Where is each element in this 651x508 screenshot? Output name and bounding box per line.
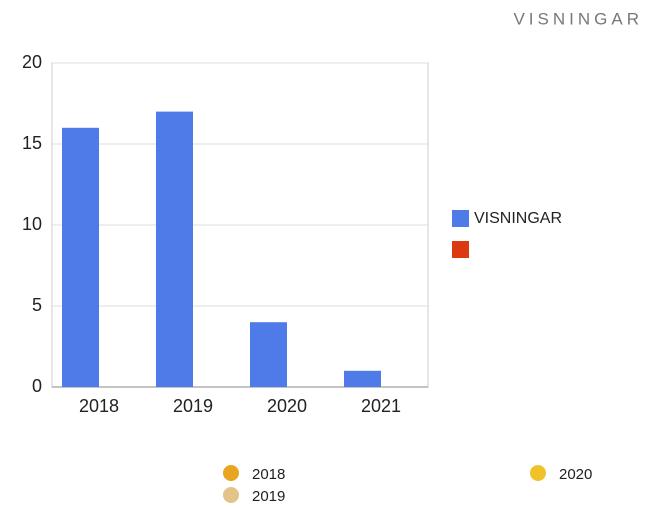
y-tick-label: 15	[22, 133, 42, 153]
x-tick-label: 2021	[361, 396, 401, 416]
legend-dot	[223, 487, 239, 503]
x-tick-label: 2019	[173, 396, 213, 416]
bar	[344, 370, 381, 387]
x-tick-label: 2018	[79, 396, 119, 416]
x-tick-label: 2020	[267, 396, 307, 416]
y-tick-label: 10	[22, 214, 42, 234]
y-tick-label: 0	[32, 376, 42, 396]
legend-swatch	[452, 210, 469, 227]
legend-swatch	[452, 241, 469, 258]
y-tick-label: 20	[22, 52, 42, 72]
legend-label: VISNINGAR	[474, 210, 562, 227]
bar	[250, 322, 287, 387]
chart-title: VISNINGAR	[513, 9, 643, 28]
legend-label: 2020	[559, 466, 592, 483]
bar	[156, 111, 193, 387]
bar	[62, 127, 99, 388]
legend-label: 2018	[252, 466, 285, 483]
legend-dot	[530, 465, 546, 481]
legend-dot	[223, 465, 239, 481]
legend-label: 2019	[252, 488, 285, 505]
y-tick-label: 5	[32, 295, 42, 315]
